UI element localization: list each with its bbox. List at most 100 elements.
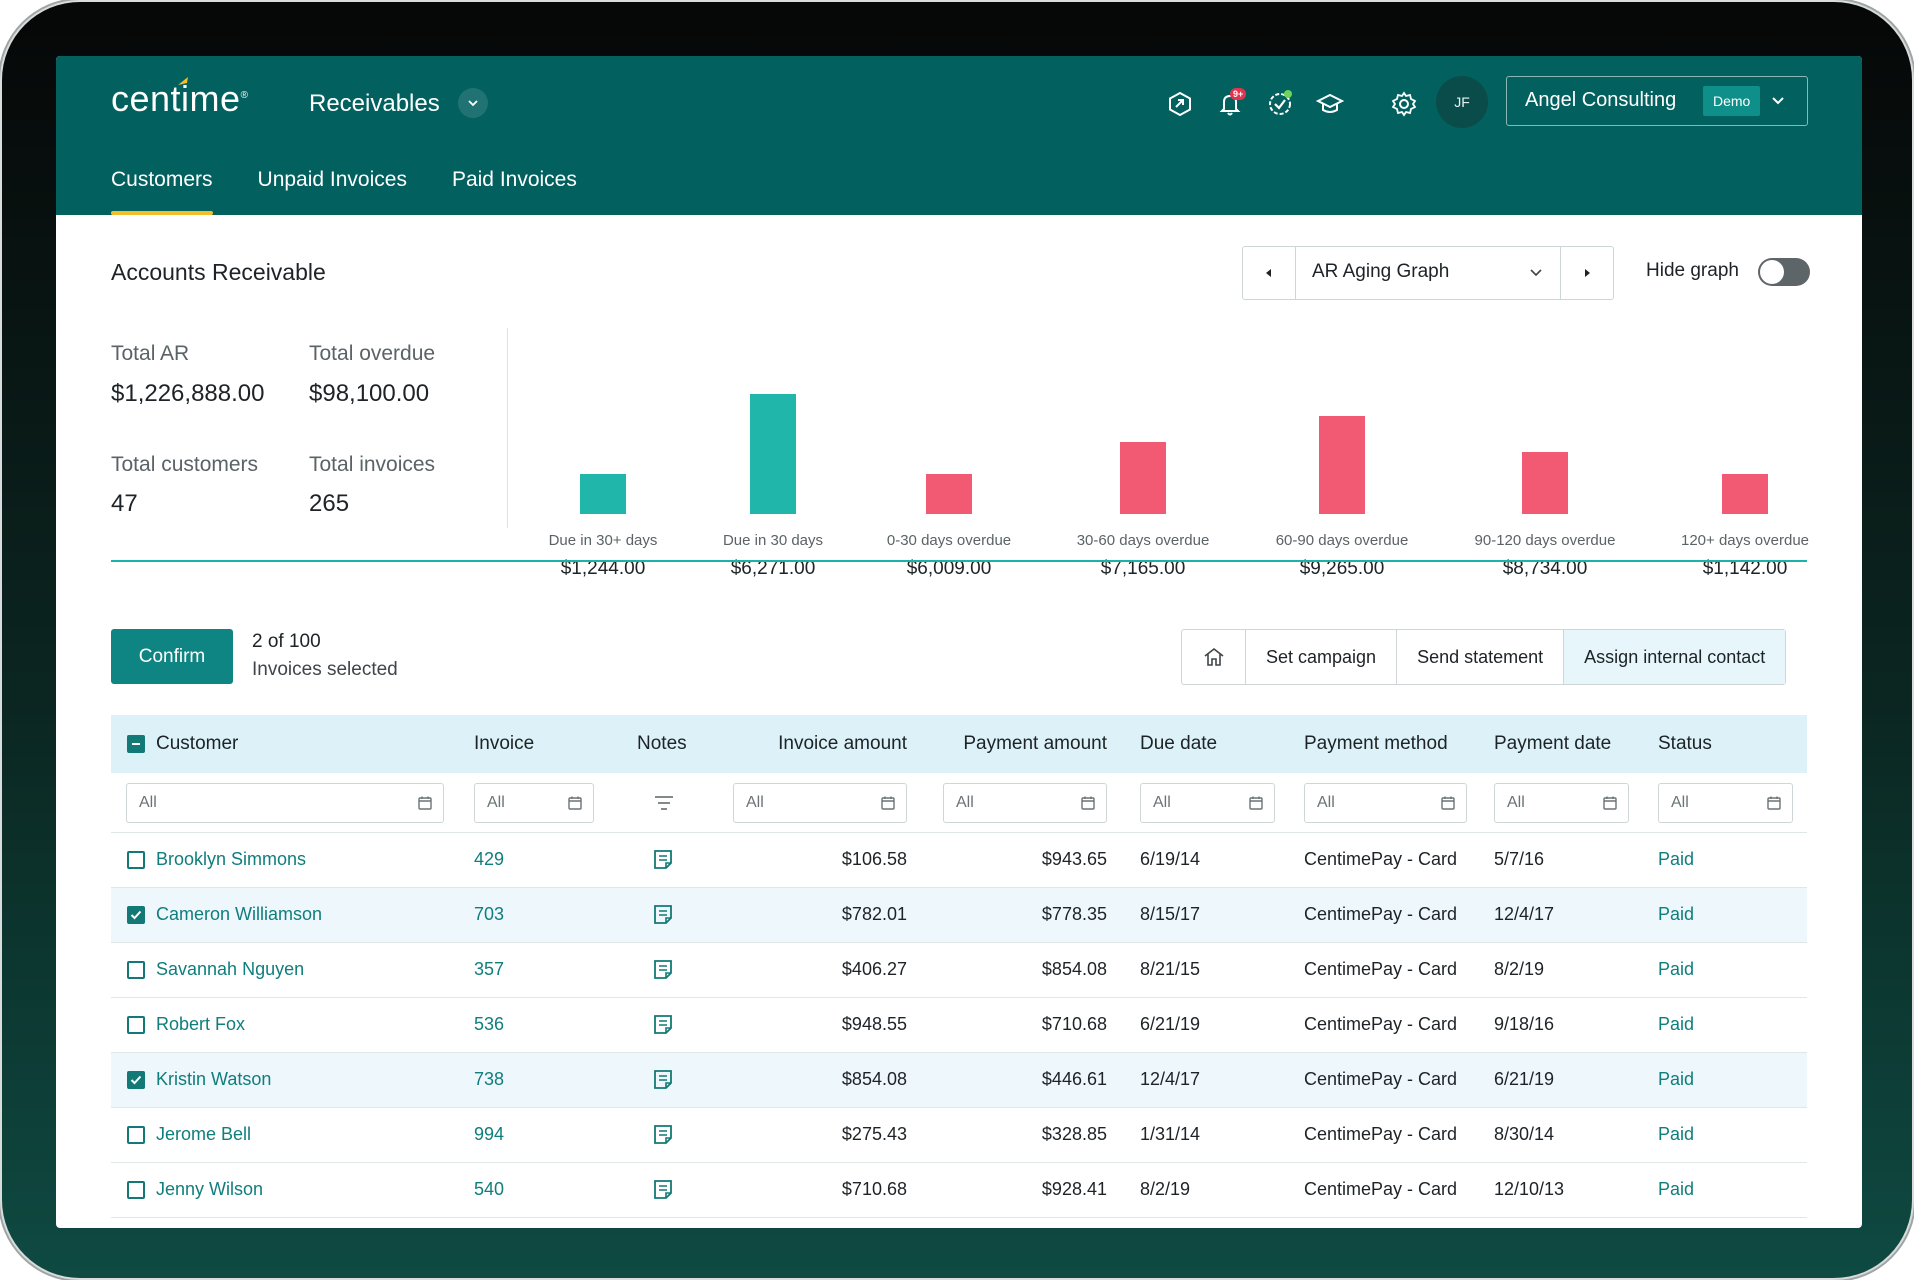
centime-logo[interactable]: centime® (111, 78, 249, 119)
status-paid[interactable]: Paid (1658, 959, 1695, 979)
table-row[interactable]: Kristin Watson 738 $854.08 $446.61 12/4/17 Ce… (111, 1053, 1807, 1108)
header-payment-method[interactable]: Payment method (1304, 733, 1448, 754)
table-row[interactable]: Jerome Bell 994 $275.43 $328.85 1/31/14 Centi… (111, 1108, 1807, 1163)
graph-dropdown[interactable]: AR Aging Graph (1295, 247, 1561, 299)
invoice-amount: $782.01 (841, 904, 907, 924)
row-checkbox[interactable] (127, 851, 145, 869)
payment-amount-filter[interactable]: All (943, 783, 1107, 823)
filter-value: All (139, 794, 157, 811)
previous-graph-button[interactable] (1243, 247, 1295, 299)
chart-bar[interactable] (1319, 416, 1365, 514)
notes-button[interactable] (652, 1123, 674, 1150)
table-row[interactable]: Jenny Wilson 540 $710.68 $928.41 8/2/19 Centi… (111, 1163, 1807, 1218)
header-customer[interactable]: Customer (156, 733, 239, 754)
row-checkbox[interactable] (127, 1016, 145, 1034)
tab-paid-invoices[interactable]: Paid Invoices (451, 168, 577, 191)
chart-bar[interactable] (580, 474, 626, 514)
customer-link[interactable]: Robert Fox (156, 1014, 246, 1034)
total-customers-label: Total customers (111, 453, 259, 476)
status-paid[interactable]: Paid (1658, 1179, 1695, 1199)
confirm-button[interactable]: Confirm (111, 629, 233, 684)
invoice-link[interactable]: 357 (474, 959, 505, 979)
status-paid[interactable]: Paid (1658, 1069, 1695, 1089)
invoice-link[interactable]: 536 (474, 1014, 505, 1034)
status-paid[interactable]: Paid (1658, 1124, 1695, 1144)
tasks-button[interactable] (1260, 84, 1300, 124)
invoice-filter[interactable]: All (474, 783, 594, 823)
invoice-link[interactable]: 429 (474, 849, 505, 869)
invoice-link[interactable]: 994 (474, 1124, 505, 1144)
customer-filter[interactable]: All (126, 783, 444, 823)
chart-bar[interactable] (750, 394, 796, 514)
customer-link[interactable]: Savannah Nguyen (156, 959, 305, 979)
notes-button[interactable] (652, 958, 674, 985)
status-paid[interactable]: Paid (1658, 1014, 1695, 1034)
header-due-date[interactable]: Due date (1140, 733, 1218, 754)
chart-bar[interactable] (1120, 442, 1166, 514)
send-statement-button[interactable]: Send statement (1397, 630, 1565, 684)
table-row[interactable]: Savannah Nguyen 357 $406.27 $854.08 8/21/15 C… (111, 943, 1807, 998)
header-invoice-amount[interactable]: Invoice amount (778, 733, 907, 754)
assign-internal-contact-button[interactable]: Assign internal contact (1564, 630, 1786, 684)
chart-bar[interactable] (1522, 452, 1568, 514)
chart-bar[interactable] (926, 474, 972, 514)
customer-link[interactable]: Jenny Wilson (156, 1179, 264, 1199)
invoice-link[interactable]: 703 (474, 904, 505, 924)
payment-date-filter[interactable]: All (1494, 783, 1629, 823)
header-notes[interactable]: Notes (637, 733, 687, 754)
table-row[interactable]: Cameron Williamson 703 $782.01 $778.35 8/15/… (111, 888, 1807, 943)
select-all-checkbox[interactable] (127, 735, 145, 753)
status-paid[interactable]: Paid (1658, 904, 1695, 924)
table-row[interactable]: Robert Fox 536 $948.55 $710.68 6/21/19 Centim… (111, 998, 1807, 1053)
invoice-link[interactable]: 738 (474, 1069, 505, 1089)
set-campaign-button[interactable]: Set campaign (1246, 630, 1398, 684)
module-title[interactable]: Receivables (309, 90, 440, 117)
hide-graph-toggle[interactable] (1758, 258, 1810, 286)
notes-filter-button[interactable] (653, 794, 675, 817)
header-status[interactable]: Status (1658, 733, 1712, 754)
tab-customers[interactable]: Customers (111, 168, 213, 215)
row-checkbox[interactable] (127, 906, 145, 924)
notifications-button[interactable]: 9+ (1210, 84, 1250, 124)
next-graph-button[interactable] (1561, 247, 1613, 299)
home-button[interactable] (1182, 630, 1246, 684)
row-checkbox[interactable] (127, 1126, 145, 1144)
customer-link[interactable]: Jerome Bell (156, 1124, 252, 1144)
invoice-link[interactable]: 540 (474, 1179, 505, 1199)
row-checkbox[interactable] (127, 961, 145, 979)
learning-button[interactable] (1310, 84, 1350, 124)
selection-text: Invoices selected (252, 659, 398, 680)
customer-link[interactable]: Kristin Watson (156, 1069, 272, 1089)
header-payment-amount[interactable]: Payment amount (963, 733, 1107, 754)
settings-button[interactable] (1384, 84, 1424, 124)
main-tabs: Customers Unpaid Invoices Paid Invoices (111, 168, 577, 215)
table-row[interactable]: Brooklyn Simmons 429 $106.58 $943.65 6/19/14… (111, 833, 1807, 888)
chart-category-label: 90-120 days overdue (1474, 532, 1616, 549)
chart-bar[interactable] (1722, 474, 1768, 514)
header-invoice[interactable]: Invoice (474, 733, 535, 754)
launch-icon-button[interactable] (1160, 84, 1200, 124)
module-dropdown-button[interactable] (458, 88, 488, 118)
customer-link[interactable]: Cameron Williamson (156, 904, 323, 924)
notes-button[interactable] (652, 1013, 674, 1040)
row-checkbox[interactable] (127, 1071, 145, 1089)
invoice-amount-filter[interactable]: All (733, 783, 907, 823)
row-checkbox[interactable] (127, 1181, 145, 1199)
notes-button[interactable] (652, 903, 674, 930)
user-avatar[interactable]: JF (1436, 76, 1488, 128)
tab-unpaid-invoices[interactable]: Unpaid Invoices (257, 168, 407, 191)
status-filter[interactable]: All (1658, 783, 1793, 823)
stats-divider (507, 328, 508, 528)
notes-button[interactable] (652, 1178, 674, 1205)
due-date-filter[interactable]: All (1140, 783, 1275, 823)
payment-amount: $854.08 (1041, 959, 1107, 979)
header-payment-date[interactable]: Payment date (1494, 733, 1612, 754)
company-switcher[interactable]: Angel Consulting Demo (1506, 76, 1808, 126)
payment-method-filter[interactable]: All (1304, 783, 1467, 823)
status-paid[interactable]: Paid (1658, 849, 1695, 869)
notes-button[interactable] (652, 848, 674, 875)
payment-amount: $328.85 (1041, 1124, 1107, 1144)
notes-button[interactable] (652, 1068, 674, 1095)
customer-link[interactable]: Brooklyn Simmons (156, 849, 307, 869)
